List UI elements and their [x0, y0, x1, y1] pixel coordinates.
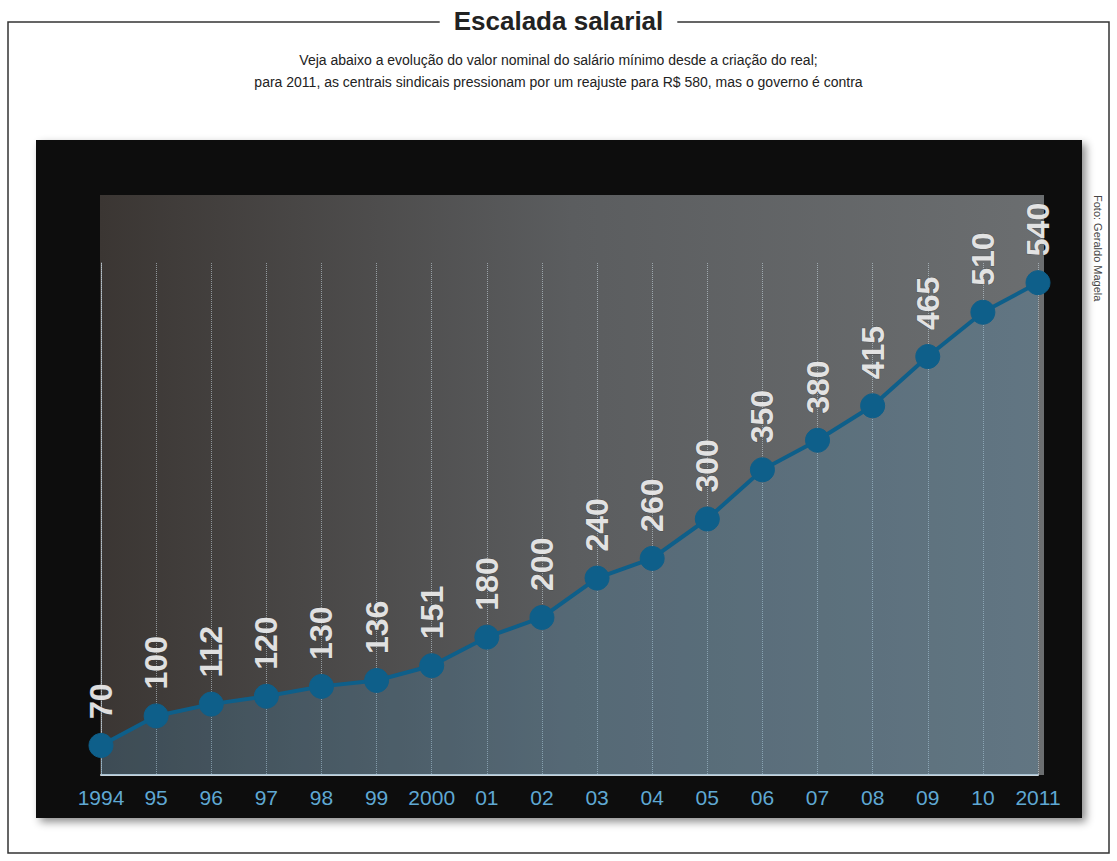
svg-text:465: 465	[910, 277, 946, 330]
svg-text:180: 180	[469, 557, 505, 610]
svg-text:200: 200	[524, 538, 560, 591]
svg-text:07: 07	[806, 786, 829, 809]
svg-text:03: 03	[585, 786, 608, 809]
svg-text:415: 415	[855, 326, 891, 379]
svg-text:01: 01	[475, 786, 498, 809]
svg-text:99: 99	[365, 786, 388, 809]
svg-text:05: 05	[696, 786, 719, 809]
svg-text:Veja abaixo a evolução do valo: Veja abaixo a evolução do valor nominal …	[299, 52, 817, 68]
svg-text:08: 08	[861, 786, 884, 809]
svg-text:98: 98	[310, 786, 333, 809]
svg-text:2011: 2011	[1015, 786, 1060, 809]
svg-text:1994: 1994	[78, 786, 125, 809]
svg-text:510: 510	[965, 232, 1001, 285]
svg-text:100: 100	[138, 636, 174, 689]
svg-text:95: 95	[144, 786, 167, 809]
svg-text:10: 10	[971, 786, 994, 809]
svg-text:para 2011, as centrais sindica: para 2011, as centrais sindicais pressio…	[254, 74, 863, 90]
svg-text:2000: 2000	[408, 786, 455, 809]
svg-text:540: 540	[1020, 203, 1056, 256]
svg-text:300: 300	[689, 439, 725, 492]
svg-text:96: 96	[200, 786, 223, 809]
svg-text:240: 240	[579, 498, 615, 551]
svg-text:112: 112	[193, 626, 229, 678]
svg-text:350: 350	[744, 390, 780, 443]
svg-text:97: 97	[255, 786, 278, 809]
svg-text:70: 70	[83, 683, 119, 719]
svg-text:06: 06	[751, 786, 774, 809]
svg-text:Escalada salarial: Escalada salarial	[454, 6, 664, 36]
svg-text:09: 09	[916, 786, 939, 809]
svg-text:04: 04	[640, 786, 664, 809]
svg-text:130: 130	[303, 606, 339, 659]
svg-text:260: 260	[634, 478, 670, 531]
svg-text:380: 380	[800, 360, 836, 413]
svg-text:136: 136	[359, 601, 395, 654]
svg-text:02: 02	[530, 786, 553, 809]
svg-text:Foto: Geraldo Magela: Foto: Geraldo Magela	[1092, 195, 1104, 302]
svg-text:120: 120	[248, 616, 284, 669]
svg-text:151: 151	[414, 586, 450, 639]
